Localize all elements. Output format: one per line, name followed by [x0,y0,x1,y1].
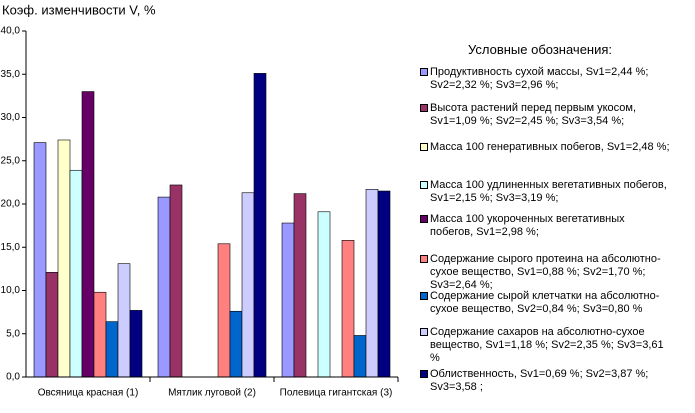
legend-swatch [420,255,428,263]
legend-label: Содержание сахаров на абсолютно-сухое ве… [430,326,664,364]
legend-entry: Масса 100 укороченных вегетативных побег… [420,213,670,239]
bar [293,193,307,378]
legend-swatch [420,370,428,378]
bar [317,211,331,378]
legend-swatch [420,215,428,223]
bar [81,91,95,378]
chart-title: Коэф. изменчивости V, % [2,2,156,17]
legend-swatch [420,104,428,112]
legend-swatch [420,181,428,189]
bar [353,335,367,378]
legend-entry: Содержание сырой клетчатки на абсолютно-… [420,290,670,316]
legend-label: Содержание сырого протеина на абсолютно-… [430,253,661,291]
bar [57,139,71,378]
x-tick-label: Овсяница красная (1) [38,388,139,399]
legend-swatch [420,292,428,300]
bar [33,142,47,378]
legend-swatch [420,68,428,76]
y-tick-label: 20,0 [1,199,21,210]
y-tick-label: 0,0 [6,372,20,383]
bar [117,263,131,378]
y-tick-label: 10,0 [1,285,21,296]
y-tick-label: 25,0 [1,155,21,166]
bar [365,188,379,378]
y-tick-label: 30,0 [1,112,21,123]
legend-label: Масса 100 укороченных вегетативных побег… [430,213,625,238]
legend-entry: Содержание сырого протеина на абсолютно-… [420,253,670,292]
bar [157,196,171,378]
bar [241,192,255,378]
bar [229,310,243,378]
y-tick-label: 40,0 [1,26,21,37]
bar [69,169,83,378]
legend-title: Условные обозначения: [467,42,613,57]
legend-label: Масса 100 генеративных побегов, Sv1=2,48… [430,141,670,153]
y-tick-label: 5,0 [6,328,20,339]
bar [377,190,391,378]
legend-label: Облиственность, Sv1=0,69 %; Sv2=3,87 %; … [430,368,649,393]
bar [341,240,355,378]
legend-entry: Масса 100 удлиненных вегетативных побего… [420,179,670,205]
bar [93,291,107,378]
bar [169,184,183,378]
legend-swatch [420,143,428,151]
legend-swatch [420,328,428,336]
bar [253,73,267,378]
y-tick-label: 35,0 [1,69,21,80]
x-tick-label: Мятлик луговой (2) [168,388,256,399]
legend-label: Продуктивность сухой массы, Sv1=2,44 %; … [430,66,649,91]
bar [129,310,143,378]
legend-entry: Масса 100 генеративных побегов, Sv1=2,48… [420,141,670,154]
legend-label: Высота растений перед первым укосом, Sv1… [430,102,637,127]
bar [105,321,119,378]
bar [45,272,59,378]
legend-label: Масса 100 удлиненных вегетативных побего… [430,179,667,204]
legend-label: Содержание сырой клетчатки на абсолютно-… [430,290,660,315]
legend-entry: Продуктивность сухой массы, Sv1=2,44 %; … [420,66,670,92]
bar [217,243,231,378]
y-tick-label: 15,0 [1,242,21,253]
x-tick-label: Полевица гигантская (3) [280,388,393,399]
bar [281,222,295,378]
legend-entry: Облиственность, Sv1=0,69 %; Sv2=3,87 %; … [420,368,670,394]
legend-entry: Высота растений перед первым укосом, Sv1… [420,102,670,128]
legend-entry: Содержание сахаров на абсолютно-сухое ве… [420,326,670,365]
